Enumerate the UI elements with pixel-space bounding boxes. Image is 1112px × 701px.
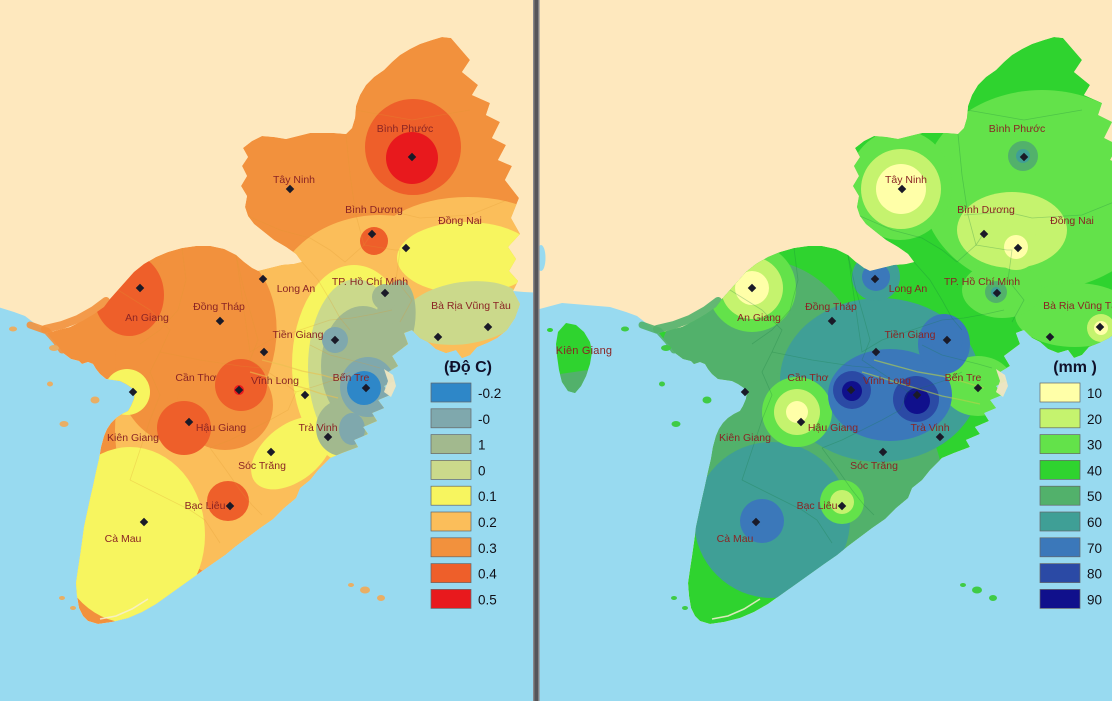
svg-text:Long An: Long An <box>889 283 928 295</box>
svg-text:Bạc Liêu: Bạc Liêu <box>797 500 838 512</box>
svg-text:0.5: 0.5 <box>478 592 497 607</box>
svg-text:Tiền Giang: Tiền Giang <box>273 329 324 341</box>
svg-text:Trà Vinh: Trà Vinh <box>298 422 337 434</box>
svg-text:Bến Tre: Bến Tre <box>945 372 982 384</box>
svg-text:Bà Rịa Vũng Tàu: Bà Rịa Vũng Tàu <box>431 300 511 312</box>
svg-text:1: 1 <box>478 438 486 453</box>
svg-text:Đồng Tháp: Đồng Tháp <box>805 301 857 313</box>
svg-text:Kiên Giang: Kiên Giang <box>556 345 612 357</box>
svg-text:Bình Phước: Bình Phước <box>377 123 434 135</box>
svg-text:0: 0 <box>478 463 486 478</box>
svg-text:20: 20 <box>1087 412 1102 427</box>
svg-text:Trà Vinh: Trà Vinh <box>910 422 949 434</box>
svg-text:Tây Ninh: Tây Ninh <box>273 174 315 186</box>
svg-text:40: 40 <box>1087 463 1102 478</box>
svg-text:Cần Thơ: Cần Thơ <box>787 372 828 384</box>
svg-text:Bến Tre: Bến Tre <box>333 372 370 384</box>
svg-text:Tây Ninh: Tây Ninh <box>885 174 927 186</box>
svg-text:Sóc Trăng: Sóc Trăng <box>850 460 898 472</box>
svg-text:0.1: 0.1 <box>478 489 497 504</box>
svg-text:Kiên Giang: Kiên Giang <box>107 432 159 444</box>
svg-text:Hậu Giang: Hậu Giang <box>808 422 858 434</box>
svg-text:TP. Hồ Chí Minh: TP. Hồ Chí Minh <box>944 276 1020 288</box>
svg-text:Cà Mau: Cà Mau <box>717 533 754 545</box>
svg-text:(mm ): (mm ) <box>1053 359 1097 376</box>
svg-text:An Giang: An Giang <box>737 312 781 324</box>
svg-text:Bà Rịa Vũng Tàu: Bà Rịa Vũng Tàu <box>1043 300 1112 312</box>
svg-text:0.2: 0.2 <box>478 515 497 530</box>
svg-text:0.3: 0.3 <box>478 541 497 556</box>
svg-text:0.4: 0.4 <box>478 567 497 582</box>
svg-text:Đồng Tháp: Đồng Tháp <box>193 301 245 313</box>
svg-text:Sóc Trăng: Sóc Trăng <box>238 460 286 472</box>
svg-text:-0: -0 <box>478 412 490 427</box>
svg-text:Long An: Long An <box>277 283 316 295</box>
svg-text:(Độ C): (Độ C) <box>444 359 492 376</box>
svg-text:90: 90 <box>1087 592 1102 607</box>
svg-text:Cà Mau: Cà Mau <box>105 533 142 545</box>
svg-text:Đồng Nai: Đồng Nai <box>1050 215 1094 227</box>
svg-text:60: 60 <box>1087 515 1102 530</box>
svg-text:Cần Thơ: Cần Thơ <box>175 372 216 384</box>
svg-text:30: 30 <box>1087 438 1102 453</box>
svg-text:70: 70 <box>1087 541 1102 556</box>
svg-text:80: 80 <box>1087 567 1102 582</box>
svg-text:Kiên Giang: Kiên Giang <box>719 432 771 444</box>
svg-text:10: 10 <box>1087 386 1102 401</box>
svg-text:50: 50 <box>1087 489 1102 504</box>
svg-text:Đồng Nai: Đồng Nai <box>438 215 482 227</box>
svg-text:-0.2: -0.2 <box>478 386 501 401</box>
svg-text:Vĩnh Long: Vĩnh Long <box>251 375 299 387</box>
svg-text:Hậu Giang: Hậu Giang <box>196 422 246 434</box>
svg-text:Bình Phước: Bình Phước <box>989 123 1046 135</box>
svg-text:Bạc Liêu: Bạc Liêu <box>185 500 226 512</box>
svg-text:An Giang: An Giang <box>125 312 169 324</box>
svg-text:Vĩnh Long: Vĩnh Long <box>863 375 911 387</box>
svg-text:Tiền Giang: Tiền Giang <box>885 329 936 341</box>
svg-text:TP. Hồ Chí Minh: TP. Hồ Chí Minh <box>332 276 408 288</box>
svg-text:Bình Dương: Bình Dương <box>345 204 403 216</box>
svg-text:Bình Dương: Bình Dương <box>957 204 1015 216</box>
